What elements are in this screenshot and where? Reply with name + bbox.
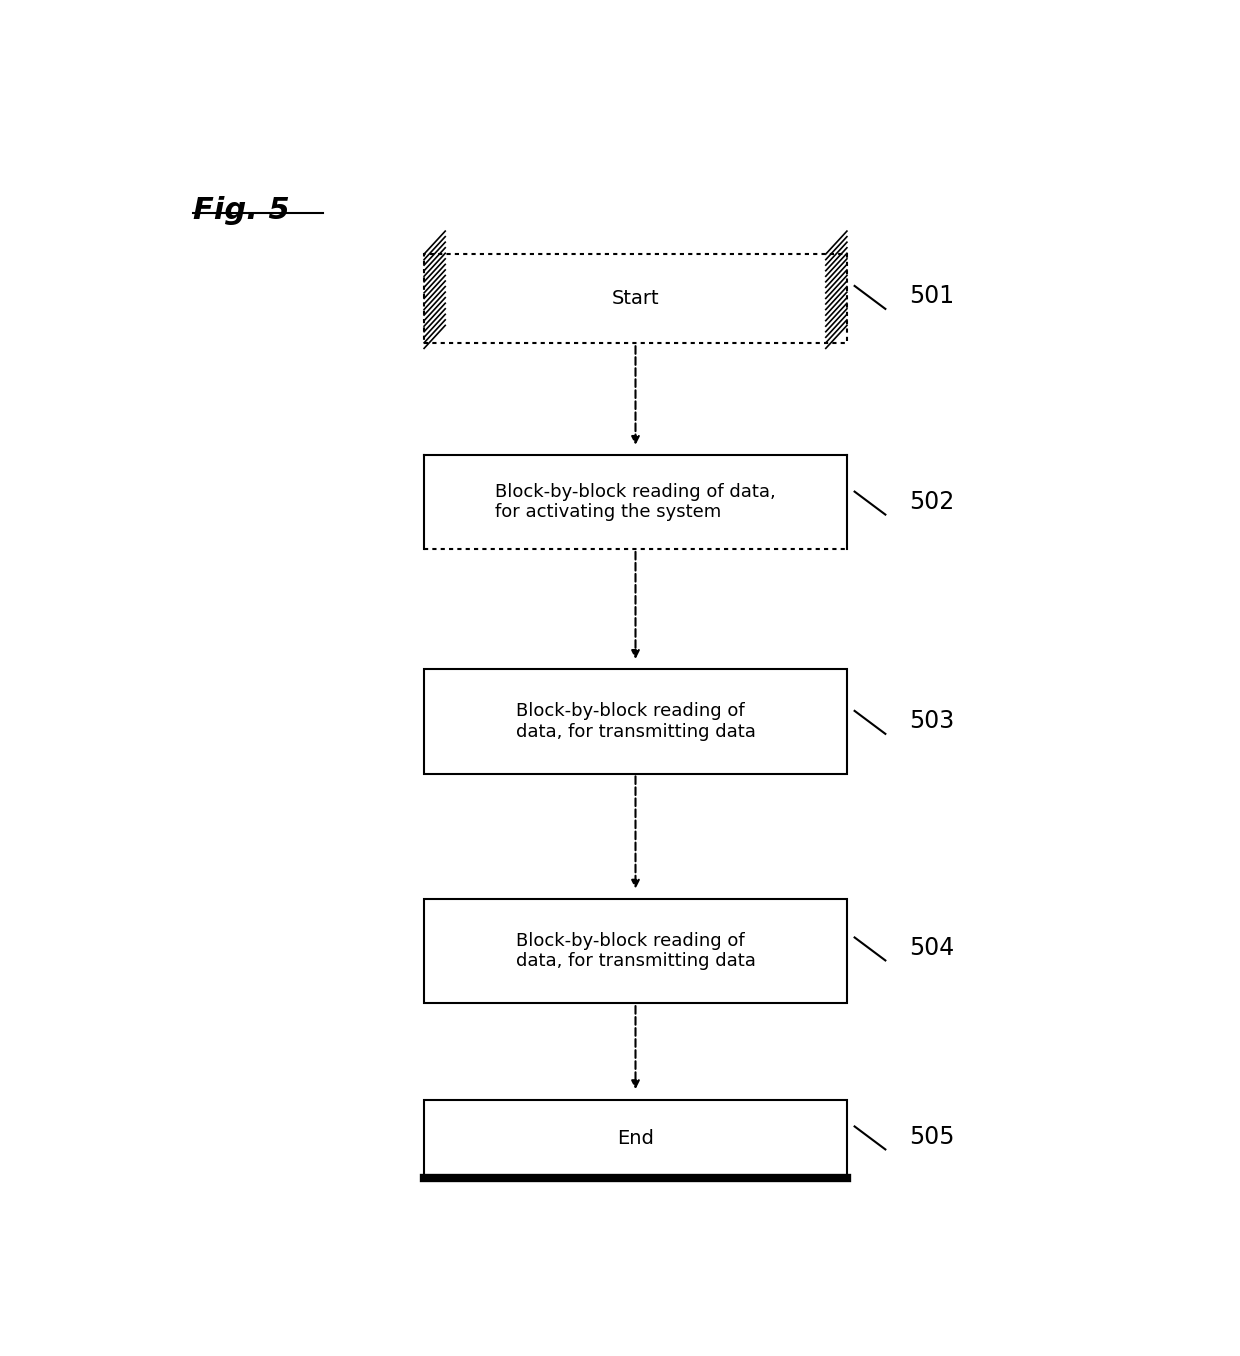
FancyBboxPatch shape bbox=[424, 254, 847, 343]
Text: Block-by-block reading of
data, for transmitting data: Block-by-block reading of data, for tran… bbox=[516, 932, 755, 971]
FancyBboxPatch shape bbox=[424, 899, 847, 1003]
Text: 505: 505 bbox=[909, 1125, 955, 1149]
FancyBboxPatch shape bbox=[424, 1100, 847, 1178]
Text: 504: 504 bbox=[909, 936, 955, 960]
Text: 501: 501 bbox=[909, 285, 955, 308]
Text: Block-by-block reading of
data, for transmitting data: Block-by-block reading of data, for tran… bbox=[516, 702, 755, 740]
Text: 503: 503 bbox=[909, 709, 955, 734]
Text: Fig. 5: Fig. 5 bbox=[193, 197, 290, 225]
FancyBboxPatch shape bbox=[424, 669, 847, 773]
Text: End: End bbox=[618, 1130, 653, 1149]
Text: Start: Start bbox=[611, 289, 660, 308]
Text: Block-by-block reading of data,
for activating the system: Block-by-block reading of data, for acti… bbox=[495, 483, 776, 522]
Text: 502: 502 bbox=[909, 490, 955, 514]
